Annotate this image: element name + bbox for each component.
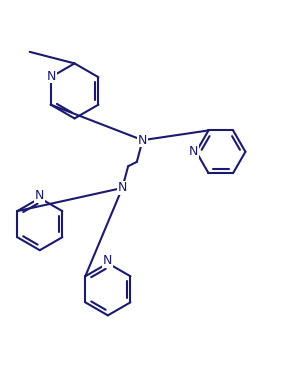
- Text: N: N: [35, 189, 44, 202]
- Text: N: N: [47, 69, 56, 82]
- Text: N: N: [118, 181, 127, 194]
- Text: N: N: [138, 134, 147, 147]
- Text: N: N: [189, 145, 198, 158]
- Text: N: N: [103, 254, 112, 267]
